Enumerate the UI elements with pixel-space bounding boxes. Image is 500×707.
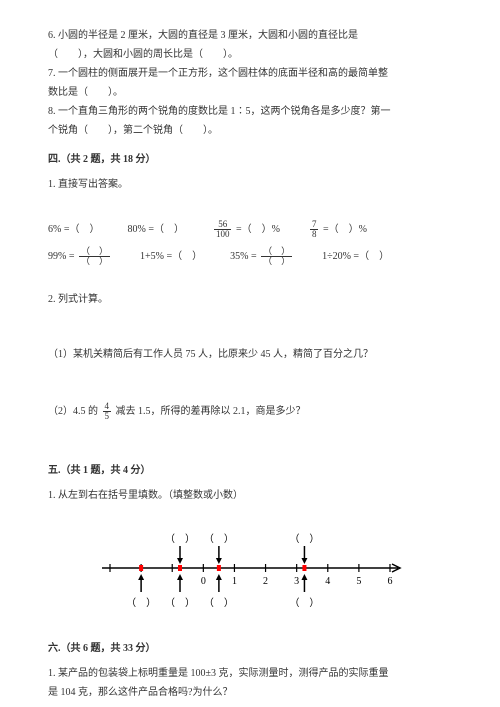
- svg-text:（ ）: （ ）: [126, 597, 156, 609]
- frac-den: 100: [214, 230, 232, 239]
- q2-2-head: （2）4.5 的: [48, 406, 98, 417]
- svg-text:5: 5: [356, 576, 361, 587]
- section6-title: 六.（共 6 题，共 33 分）: [48, 641, 452, 656]
- q7-line2: 数比是（ ）。: [48, 85, 452, 100]
- section6-q1-l2: 是 104 克，那么这件产品合格吗?为什么？: [48, 685, 452, 700]
- calc-r2c3: 35% = （ ） （ ）: [230, 247, 294, 266]
- calc-row-1: 6% =（ ） 80% =（ ） 56 100 =（ ）% 7 8 =（ ）%: [48, 220, 452, 239]
- calc-r2c4: 1÷20% =（ ）: [322, 249, 389, 264]
- frac-7-8: 7 8: [310, 220, 319, 239]
- calc-r1c3: 56 100 =（ ）%: [212, 220, 280, 239]
- svg-text:3: 3: [294, 576, 299, 587]
- section4-q2: 2. 列式计算。: [48, 292, 452, 307]
- svg-text:（ ）: （ ）: [204, 597, 234, 609]
- calc-row-2: 99% = （ ） （ ） 1+5% =（ ） 35% = （ ） （ ） 1÷…: [48, 247, 452, 266]
- q8-line1: 8. 一个直角三角形的两个锐角的度数比是 1∶5，这两个锐角各是多少度？第一: [48, 104, 452, 119]
- svg-text:1: 1: [232, 576, 237, 587]
- section4-q1: 1. 直接写出答案。: [48, 177, 452, 192]
- calc-r1c2: 80% =（ ）: [127, 222, 183, 237]
- svg-text:2: 2: [263, 576, 268, 587]
- section5-q1: 1. 从左到右在括号里填数。（填整数或小数）: [48, 488, 452, 503]
- calc-r1c1: 6% =（ ）: [48, 222, 99, 237]
- q6-line2: （ ），大圆和小圆的周长比是（ ）。: [48, 47, 452, 62]
- calc-r1c4-tail: =（ ）%: [320, 224, 366, 235]
- svg-text:（ ）: （ ）: [289, 597, 319, 609]
- svg-text:0: 0: [201, 576, 206, 587]
- section4-q2-1: （1）某机关精简后有工作人员 75 人，比原来少 45 人，精简了百分之几？: [48, 347, 452, 362]
- svg-text:6: 6: [388, 576, 393, 587]
- number-line: 0 1 2 3 4 5 6 （ ） （ ） （ ） （ ） （ ） （ ） （ ）: [80, 513, 420, 623]
- calc-r1c3-tail: =（ ）%: [233, 224, 279, 235]
- frac-blank-1: （ ） （ ）: [79, 247, 110, 266]
- frac-den: 8: [310, 230, 319, 239]
- calc-r2c1: 99% = （ ） （ ）: [48, 247, 112, 266]
- q7-line1: 7. 一个圆柱的侧面展开是一个正方形，这个圆柱体的底面半径和高的最简单整: [48, 66, 452, 81]
- calc-r1c4: 7 8 =（ ）%: [308, 220, 367, 239]
- svg-text:（ ）: （ ）: [289, 533, 319, 545]
- frac-den: （ ）: [261, 257, 292, 266]
- section4-title: 四.（共 2 题，共 18 分）: [48, 152, 452, 167]
- section5-title: 五.（共 1 题，共 4 分）: [48, 463, 452, 478]
- calc-r2c1-head: 99% =: [48, 251, 77, 262]
- q6-line1: 6. 小圆的半径是 2 厘米，大圆的直径是 3 厘米，大圆和小圆的直径比是: [48, 28, 452, 43]
- calc-r2c3-head: 35% =: [230, 251, 259, 262]
- svg-text:（ ）: （ ）: [204, 533, 234, 545]
- frac-den: 5: [103, 412, 112, 421]
- svg-text:4: 4: [325, 576, 330, 587]
- section4-q2-2: （2）4.5 的 4 5 减去 1.5，所得的差再除以 2.1，商是多少？: [48, 402, 452, 421]
- section6-q1-l1: 1. 某产品的包装袋上标明重量是 100±3 克，实际测量时，测得产品的实际重量: [48, 666, 452, 681]
- svg-text:（ ）: （ ）: [165, 597, 195, 609]
- q8-line2: 个锐角（ ），第二个锐角（ ）。: [48, 123, 452, 138]
- q2-2-tail: 减去 1.5，所得的差再除以 2.1，商是多少？: [116, 406, 306, 417]
- calc-r2c2: 1+5% =（ ）: [140, 249, 202, 264]
- frac-blank-2: （ ） （ ）: [261, 247, 292, 266]
- number-line-wrap: 0 1 2 3 4 5 6 （ ） （ ） （ ） （ ） （ ） （ ） （ ）: [48, 513, 452, 623]
- frac-56-100: 56 100: [214, 220, 232, 239]
- frac-den: （ ）: [79, 257, 110, 266]
- frac-4-5: 4 5: [103, 402, 112, 421]
- svg-text:（ ）: （ ）: [165, 533, 195, 545]
